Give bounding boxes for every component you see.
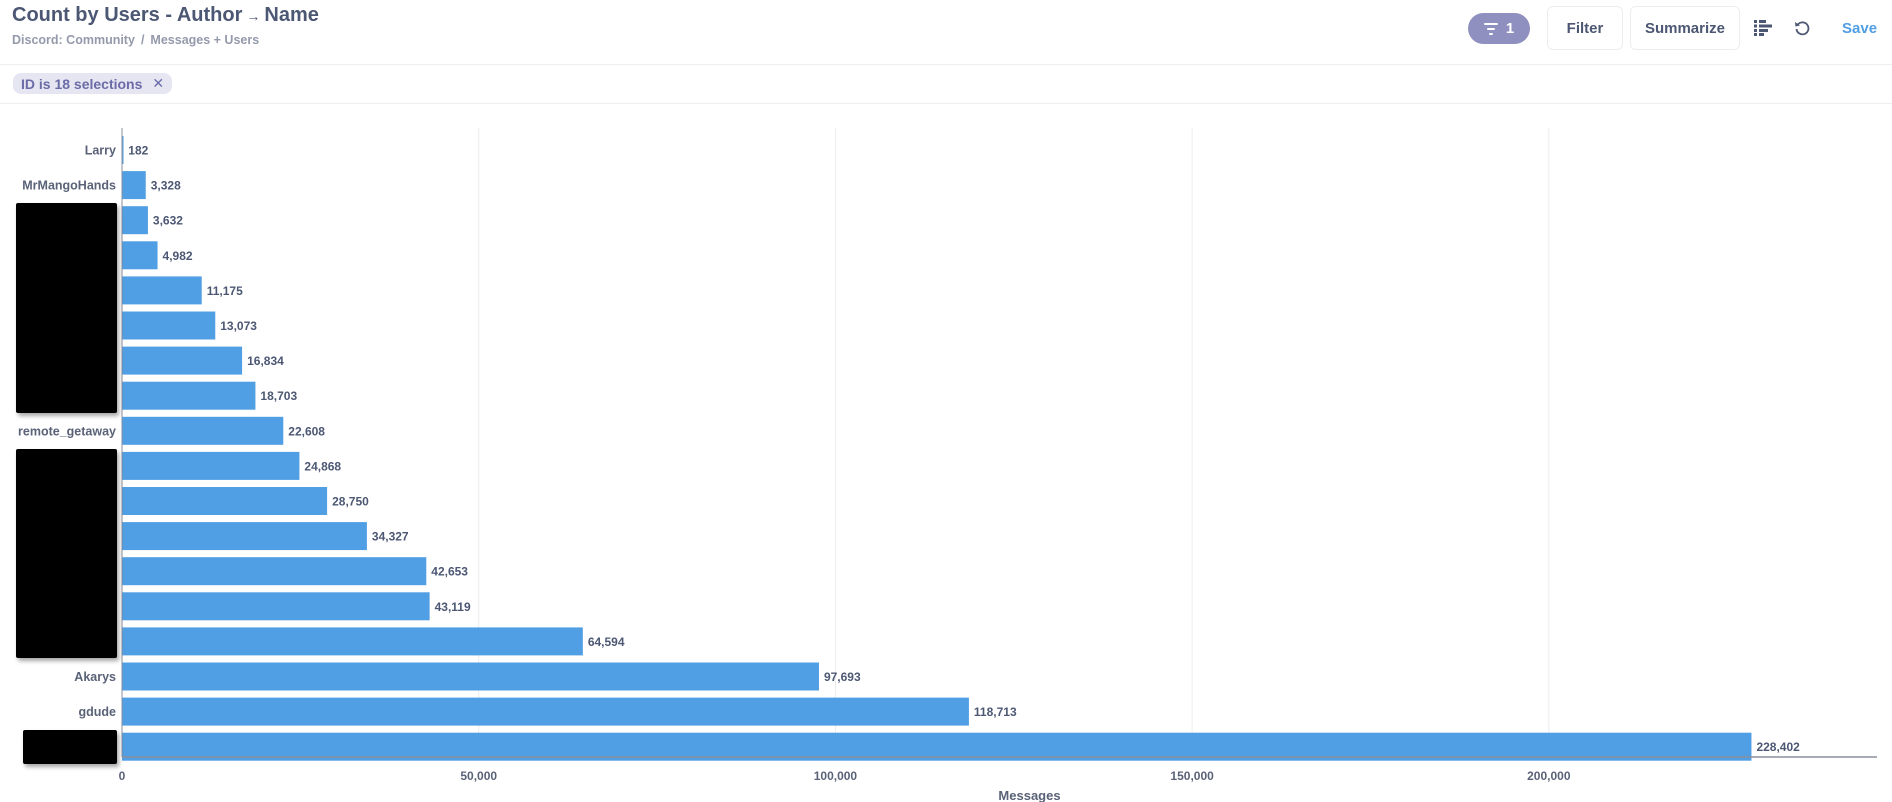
y-category-label: Larry bbox=[85, 144, 116, 158]
data-label: 34,327 bbox=[372, 530, 409, 544]
bar bbox=[122, 732, 1752, 761]
y-category-label: Akarys bbox=[74, 670, 116, 684]
bar bbox=[122, 592, 430, 621]
breadcrumb-database[interactable]: Discord: Community bbox=[12, 33, 135, 47]
filter-count-toggle[interactable]: 1 bbox=[1468, 13, 1530, 44]
x-tick-label: 50,000 bbox=[460, 769, 497, 783]
chart-settings-icon bbox=[1754, 20, 1772, 36]
filter-button[interactable]: Filter bbox=[1547, 6, 1623, 50]
filter-icon bbox=[1483, 22, 1498, 35]
bar bbox=[122, 522, 367, 551]
bar bbox=[122, 171, 146, 200]
data-label: 3,632 bbox=[153, 214, 183, 228]
title-prefix: Count by Users - Author bbox=[12, 4, 243, 26]
bar bbox=[122, 206, 148, 235]
save-button[interactable]: Save bbox=[1842, 20, 1878, 37]
data-label: 97,693 bbox=[824, 670, 861, 684]
breadcrumb-separator: / bbox=[140, 33, 145, 47]
bar bbox=[122, 662, 819, 691]
data-label: 11,175 bbox=[207, 284, 243, 298]
filter-count: 1 bbox=[1505, 20, 1515, 37]
data-label: 24,868 bbox=[304, 459, 341, 473]
data-label: 118,713 bbox=[974, 705, 1017, 719]
bar bbox=[122, 136, 124, 164]
data-label: 228,402 bbox=[1756, 740, 1800, 754]
x-tick-label: 0 bbox=[119, 769, 126, 783]
header-divider bbox=[0, 64, 1892, 65]
data-label: 182 bbox=[128, 144, 148, 158]
bar-chart: 0 50,000 100,000 150,000 200,000 182 Larry 3,32… bbox=[18, 128, 1877, 802]
y-category-label: remote_getaway bbox=[18, 424, 116, 438]
bar bbox=[122, 697, 969, 726]
bar bbox=[122, 451, 300, 480]
x-tick-label: 150,000 bbox=[1170, 769, 1214, 783]
filter-bar-divider bbox=[0, 103, 1892, 104]
data-label: 13,073 bbox=[220, 319, 257, 333]
filter-chip-label: ID is 18 selections bbox=[21, 75, 143, 92]
bar bbox=[122, 346, 243, 375]
data-label: 3,328 bbox=[151, 179, 181, 193]
data-label: 42,653 bbox=[431, 565, 468, 579]
bar bbox=[122, 381, 256, 410]
refresh-button[interactable] bbox=[1790, 16, 1814, 40]
bar bbox=[122, 311, 216, 340]
bar bbox=[122, 627, 583, 656]
data-label: 18,703 bbox=[260, 389, 297, 403]
x-tick-label: 200,000 bbox=[1527, 769, 1571, 783]
close-icon[interactable]: ✕ bbox=[152, 75, 165, 91]
filter-chip[interactable]: ID is 18 selections ✕ bbox=[13, 73, 173, 94]
x-tick-label: 100,000 bbox=[814, 769, 858, 783]
title-arrow: → bbox=[246, 8, 261, 24]
data-label: 4,982 bbox=[163, 249, 193, 263]
refresh-icon bbox=[1795, 21, 1810, 36]
breadcrumb: Discord: Community / Messages + Users bbox=[12, 33, 259, 47]
x-axis-title: Messages bbox=[998, 788, 1060, 802]
chart-settings-button[interactable] bbox=[1751, 16, 1775, 40]
redacted-label-block bbox=[23, 729, 117, 764]
bar bbox=[122, 241, 158, 270]
bar bbox=[122, 416, 284, 445]
breadcrumb-table[interactable]: Messages + Users bbox=[150, 33, 260, 47]
title-suffix: Name bbox=[264, 4, 319, 26]
y-category-label: MrMangoHands bbox=[22, 179, 116, 193]
bar bbox=[122, 487, 328, 515]
data-label: 43,119 bbox=[435, 600, 471, 614]
summarize-button[interactable]: Summarize bbox=[1630, 6, 1740, 50]
bar bbox=[122, 276, 202, 305]
data-label: 22,608 bbox=[288, 424, 325, 438]
data-label: 16,834 bbox=[247, 354, 284, 368]
data-label: 28,750 bbox=[332, 495, 369, 509]
page-title: Count by Users - Author → Name bbox=[12, 4, 319, 27]
redacted-label-block bbox=[16, 203, 117, 413]
data-label: 64,594 bbox=[588, 635, 625, 649]
bar bbox=[122, 557, 427, 586]
y-category-label: gdude bbox=[79, 705, 117, 719]
redacted-label-block bbox=[16, 448, 117, 659]
